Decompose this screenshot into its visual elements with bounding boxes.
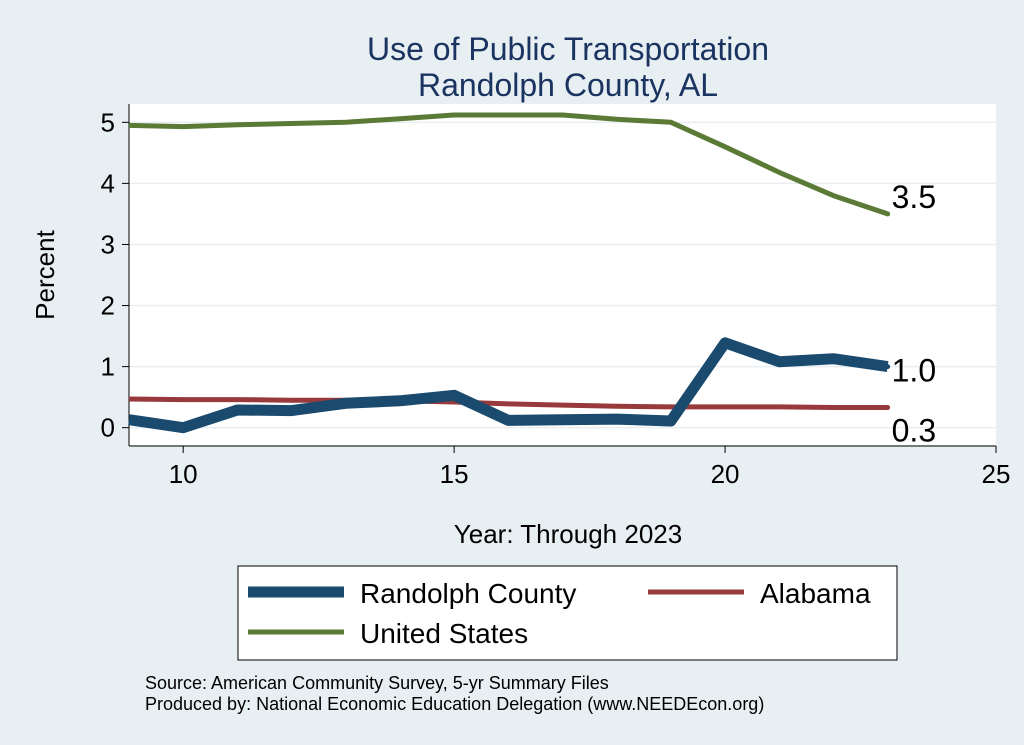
plot-area xyxy=(129,104,996,445)
legend-label-randolph: Randolph County xyxy=(360,578,576,609)
end-label-united-states: 3.5 xyxy=(892,179,936,215)
y-tick-label-0: 0 xyxy=(101,413,115,443)
chart-title-line-1: Use of Public Transportation xyxy=(367,31,769,67)
gridlines xyxy=(129,121,996,429)
legend-box xyxy=(237,565,898,661)
series-lines xyxy=(128,112,891,434)
end-label-alabama: 0.3 xyxy=(892,413,936,449)
series-line-randolph-county xyxy=(128,337,889,434)
y-tick-label-3: 3 xyxy=(101,229,115,259)
x-tick-label-15: 15 xyxy=(440,459,469,489)
end-marker-united-states xyxy=(885,211,891,217)
series-line-alabama xyxy=(128,396,888,410)
x-axis-title: Year: Through 2023 xyxy=(454,519,682,549)
y-tick-label-4: 4 xyxy=(101,168,115,198)
y-tick-label-1: 1 xyxy=(101,352,115,382)
legend-label-united-states: United States xyxy=(360,618,528,649)
y-axis-title: Percent xyxy=(30,229,60,319)
x-tick-label-25: 25 xyxy=(982,459,1011,489)
end-marker-alabama xyxy=(885,405,891,411)
source-note: Source: American Community Survey, 5-yr … xyxy=(145,673,609,693)
chart-title-line-2: Randolph County, AL xyxy=(418,67,718,103)
y-tick-label-5: 5 xyxy=(101,107,115,137)
x-ticks: 10 15 20 25 xyxy=(169,446,1011,489)
producer-note: Produced by: National Economic Education… xyxy=(145,694,764,714)
end-label-randolph-county: 1.0 xyxy=(892,353,936,389)
y-tick-label-2: 2 xyxy=(101,291,115,321)
series-line-united-states xyxy=(128,112,889,217)
x-tick-label-20: 20 xyxy=(711,459,740,489)
legend-label-alabama: Alabama xyxy=(760,578,871,609)
y-ticks: 0 1 2 3 4 5 xyxy=(101,107,129,443)
end-marker-randolph-county xyxy=(885,364,891,370)
x-tick-label-10: 10 xyxy=(169,459,198,489)
end-labels: 1.0 0.3 3.5 xyxy=(892,179,936,449)
